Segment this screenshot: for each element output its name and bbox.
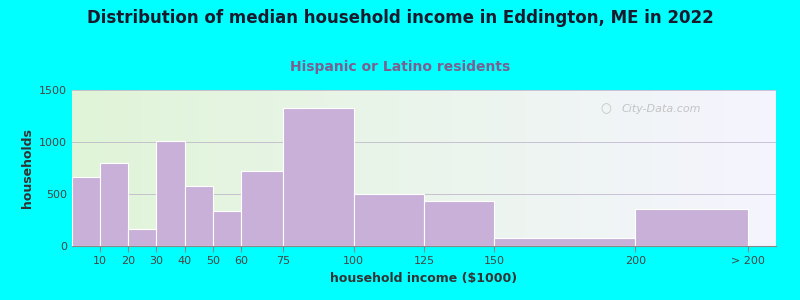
Text: Distribution of median household income in Eddington, ME in 2022: Distribution of median household income …	[86, 9, 714, 27]
Bar	[185, 186, 213, 246]
Bar	[100, 163, 128, 246]
X-axis label: household income ($1000): household income ($1000)	[330, 272, 518, 285]
Y-axis label: households: households	[21, 128, 34, 208]
Bar	[241, 171, 283, 246]
Bar	[157, 141, 185, 246]
Bar	[424, 201, 494, 246]
Bar	[213, 211, 241, 246]
Bar	[283, 108, 354, 246]
Bar	[72, 177, 100, 246]
Bar	[494, 238, 635, 246]
Text: Hispanic or Latino residents: Hispanic or Latino residents	[290, 60, 510, 74]
Text: City-Data.com: City-Data.com	[621, 104, 701, 114]
Bar	[354, 194, 424, 246]
Text: ○: ○	[600, 102, 611, 115]
Bar	[128, 230, 157, 246]
Bar	[635, 208, 748, 246]
